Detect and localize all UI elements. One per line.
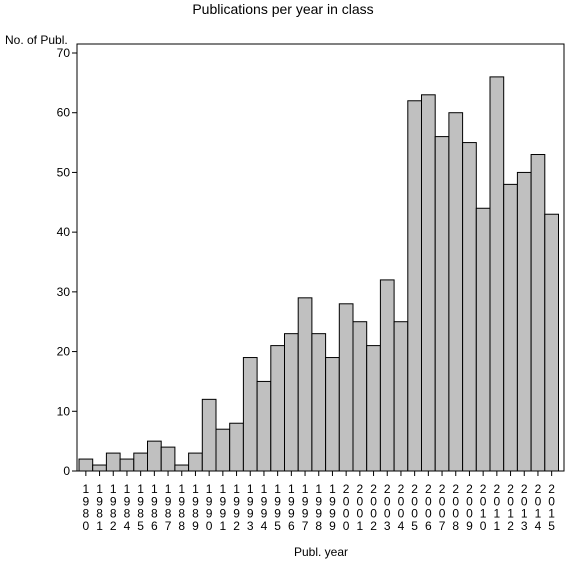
bars	[78, 76, 559, 472]
x-axis-ticks: 1 9 8 0 1 9 8 1 1 9 8 2 1 9 8 4 1 9 8 5 1 9 8 6 1 9 8 7 1 9 8 8 1 9 8 9 1 9 9 0…	[83, 471, 555, 533]
y-axis-label: No. of Publ.	[5, 33, 68, 47]
bar-2001	[352, 321, 368, 472]
bar-2002	[366, 345, 381, 472]
bar-2014	[530, 154, 546, 472]
bar-2013	[516, 171, 532, 472]
bar-1999	[325, 357, 340, 472]
bar-1991	[215, 428, 231, 472]
y-tick-label: 50	[57, 165, 71, 179]
bar-2003	[379, 279, 395, 472]
bar-1986	[147, 440, 162, 472]
bar-2009	[462, 142, 477, 472]
bar-1981	[92, 464, 107, 472]
bar-1988	[174, 464, 190, 472]
bar-1980	[78, 458, 94, 472]
bar-2007	[434, 136, 450, 472]
y-axis-ticks: 0 10 20 30 40 50 60 70	[57, 46, 77, 478]
bar-1998	[311, 333, 327, 472]
bar-1990	[201, 398, 217, 472]
bar-2011	[489, 76, 505, 472]
y-tick-label: 10	[57, 404, 71, 418]
bar-1987	[160, 446, 176, 472]
bar-2008	[448, 112, 464, 472]
y-tick-label: 0	[63, 464, 70, 478]
y-tick-label: 30	[57, 285, 71, 299]
bar-1996	[284, 333, 299, 472]
bar-2000	[338, 303, 354, 472]
chart-title: Publications per year in class	[192, 1, 373, 17]
bar-1985	[133, 452, 149, 472]
bar-1982	[105, 452, 121, 472]
y-tick-label: 60	[57, 106, 71, 120]
bar-2005	[407, 100, 422, 472]
y-tick-label: 70	[57, 46, 71, 60]
bar-1984	[119, 458, 135, 472]
bar-1992	[229, 422, 244, 472]
bar-2010	[475, 207, 491, 472]
bar-1995	[270, 345, 285, 472]
bar-1997	[297, 297, 313, 472]
bar-1994	[256, 380, 272, 472]
bar-1989	[188, 452, 203, 472]
bar-2012	[503, 183, 518, 472]
y-tick-label: 20	[57, 345, 71, 359]
x-axis-label: Publ. year	[294, 545, 348, 559]
bar-2015	[544, 213, 559, 472]
bar-2006	[421, 94, 436, 472]
bar-1993	[242, 357, 258, 472]
y-tick-label: 40	[57, 225, 71, 239]
bar-2004	[393, 321, 409, 472]
